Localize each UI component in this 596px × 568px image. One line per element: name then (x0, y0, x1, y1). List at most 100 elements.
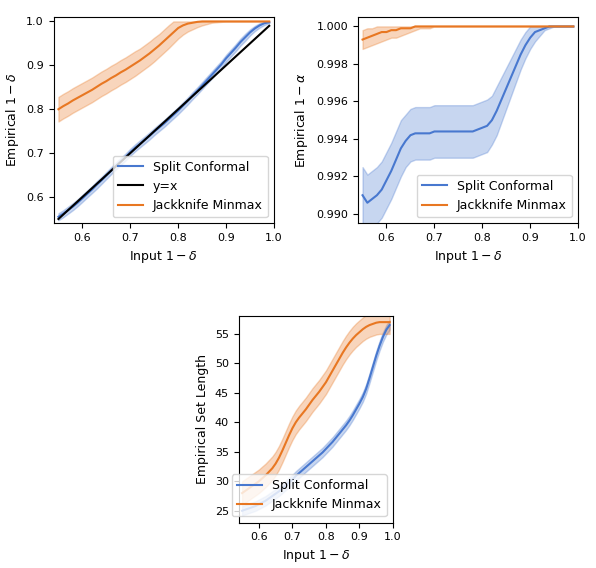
Jackknife Minmax (282, 440, 289, 446)
Split Conformal (460, 128, 467, 135)
Split Conformal (366, 375, 373, 382)
Split Conformal (359, 394, 367, 400)
y=x (218, 66, 225, 73)
y=x (55, 216, 62, 223)
Jackknife Minmax (532, 23, 539, 30)
Split Conformal (445, 128, 452, 135)
Y-axis label: Empirical $1 - \alpha$: Empirical $1 - \alpha$ (293, 73, 311, 168)
Jackknife Minmax (469, 23, 476, 30)
Jackknife Minmax (398, 25, 405, 32)
Split Conformal (122, 154, 129, 161)
y=x (208, 75, 215, 82)
Split Conformal (498, 96, 505, 103)
y=x (227, 57, 234, 64)
Jackknife Minmax (127, 63, 134, 70)
Split Conformal (370, 364, 377, 370)
Jackknife Minmax (266, 18, 273, 25)
Split Conformal (502, 85, 510, 91)
Line: Split Conformal: Split Conformal (362, 27, 573, 203)
Split Conformal (474, 126, 481, 133)
Jackknife Minmax (146, 50, 153, 57)
Split Conformal (265, 495, 272, 502)
Split Conformal (380, 333, 387, 340)
Jackknife Minmax (259, 475, 266, 482)
Jackknife Minmax (336, 355, 343, 362)
Split Conformal (279, 485, 286, 492)
Jackknife Minmax (151, 46, 158, 53)
Line: y=x: y=x (58, 26, 269, 219)
y=x (184, 97, 191, 104)
Split Conformal (151, 128, 158, 135)
y=x (98, 176, 105, 183)
Split Conformal (249, 504, 256, 511)
Jackknife Minmax (445, 23, 452, 30)
Jackknife Minmax (227, 18, 234, 25)
Jackknife Minmax (249, 483, 256, 490)
Split Conformal (227, 49, 234, 56)
Split Conformal (479, 124, 486, 131)
y=x (88, 185, 95, 191)
Split Conformal (117, 158, 125, 165)
Jackknife Minmax (232, 18, 239, 25)
Line: Split Conformal: Split Conformal (242, 325, 390, 511)
Jackknife Minmax (262, 472, 269, 479)
Jackknife Minmax (279, 447, 286, 454)
Line: Jackknife Minmax: Jackknife Minmax (242, 322, 390, 493)
Split Conformal (343, 422, 350, 429)
Split Conformal (440, 128, 448, 135)
Jackknife Minmax (388, 27, 395, 34)
Jackknife Minmax (349, 335, 356, 342)
y=x (74, 198, 81, 205)
y=x (179, 102, 187, 108)
Split Conformal (364, 199, 371, 206)
Jackknife Minmax (247, 18, 254, 25)
Jackknife Minmax (141, 53, 148, 60)
Split Conformal (393, 156, 400, 163)
Split Conformal (299, 467, 306, 474)
Jackknife Minmax (252, 18, 259, 25)
Jackknife Minmax (285, 432, 293, 438)
Jackknife Minmax (373, 31, 380, 37)
Split Conformal (175, 107, 182, 114)
Split Conformal (469, 128, 476, 135)
Split Conformal (536, 27, 544, 34)
Split Conformal (483, 123, 491, 130)
Jackknife Minmax (513, 23, 520, 30)
Split Conformal (296, 470, 303, 477)
Split Conformal (329, 438, 336, 445)
Jackknife Minmax (362, 323, 370, 330)
Jackknife Minmax (64, 100, 72, 107)
Legend: Split Conformal, Jackknife Minmax: Split Conformal, Jackknife Minmax (417, 175, 572, 217)
Split Conformal (464, 128, 471, 135)
Split Conformal (431, 128, 438, 135)
Split Conformal (238, 507, 246, 514)
Jackknife Minmax (407, 25, 414, 32)
Split Conformal (208, 72, 215, 78)
Jackknife Minmax (309, 396, 316, 403)
Legend: Split Conformal, Jackknife Minmax: Split Conformal, Jackknife Minmax (232, 474, 387, 516)
Jackknife Minmax (565, 23, 572, 30)
Split Conformal (326, 442, 333, 449)
Split Conformal (165, 116, 172, 123)
Split Conformal (513, 62, 520, 69)
Jackknife Minmax (103, 78, 110, 85)
Jackknife Minmax (93, 83, 100, 90)
Split Conformal (141, 136, 148, 143)
Split Conformal (373, 192, 380, 199)
Split Conformal (127, 149, 134, 156)
Split Conformal (319, 449, 326, 456)
Jackknife Minmax (368, 32, 375, 39)
Jackknife Minmax (380, 319, 387, 325)
y=x (194, 88, 201, 95)
Split Conformal (259, 499, 266, 506)
Jackknife Minmax (359, 326, 367, 333)
Jackknife Minmax (296, 414, 303, 421)
y=x (132, 145, 139, 152)
y=x (237, 49, 244, 56)
Jackknife Minmax (306, 401, 313, 408)
Split Conformal (436, 128, 443, 135)
Jackknife Minmax (366, 321, 373, 328)
Split Conformal (156, 124, 163, 131)
Split Conformal (232, 44, 239, 51)
Split Conformal (426, 130, 433, 137)
